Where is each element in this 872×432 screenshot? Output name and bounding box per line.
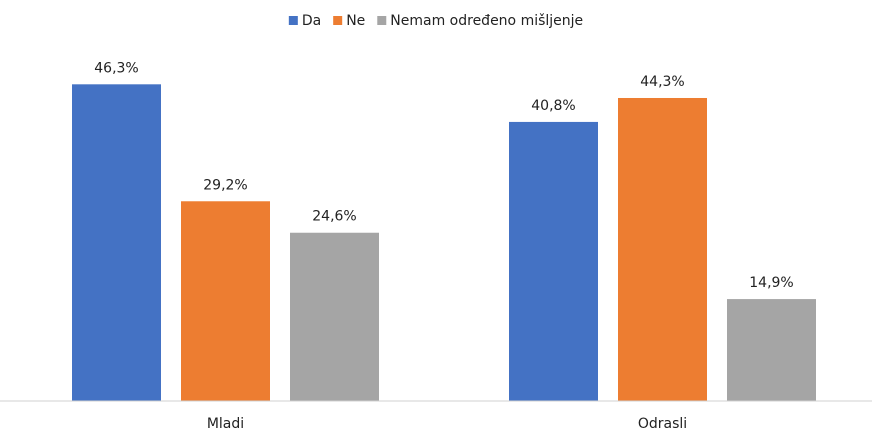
bar	[181, 201, 270, 401]
bar	[727, 299, 816, 401]
bar	[290, 232, 379, 401]
legend-swatch	[377, 16, 387, 25]
data-label: 46,3%	[94, 60, 138, 76]
bar	[72, 84, 161, 402]
bar	[618, 97, 707, 401]
legend-swatch	[333, 16, 343, 25]
legend-label: Nemam određeno mišljenje	[390, 13, 583, 29]
x-tick-label: Mladi	[207, 416, 244, 432]
data-label: 29,2%	[203, 177, 247, 193]
data-label: 44,3%	[640, 74, 684, 90]
data-label: 40,8%	[531, 98, 575, 114]
x-tick-label: Odrasli	[638, 416, 687, 432]
legend-label: Da	[302, 13, 321, 29]
data-label: 14,9%	[749, 275, 793, 291]
legend-swatch	[288, 16, 298, 25]
bar	[509, 121, 598, 401]
data-label: 24,6%	[312, 209, 356, 225]
legend-label: Ne	[346, 13, 365, 29]
